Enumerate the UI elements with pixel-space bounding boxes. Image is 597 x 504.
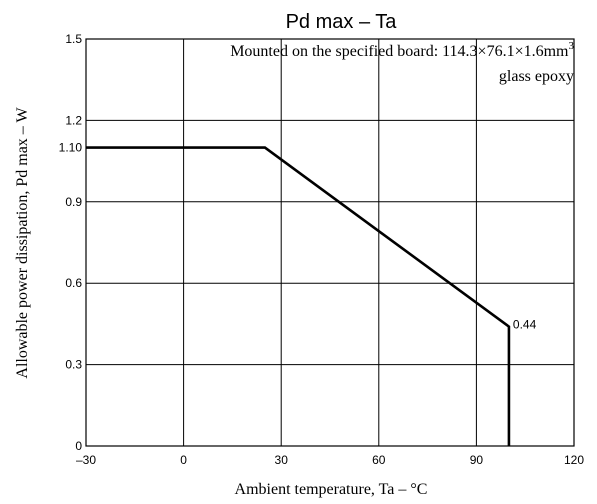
x-tick-label: 90: [470, 453, 484, 467]
y-tick-label: 0: [75, 439, 82, 453]
x-tick-label: 0: [180, 453, 187, 467]
grid-lines: [86, 39, 574, 446]
x-tick-label: 120: [564, 453, 584, 467]
y-tick-label: 0.9: [65, 195, 82, 209]
series-layer: 0.44: [86, 146, 537, 446]
x-tick-label: 60: [372, 453, 386, 467]
y-axis-label: Allowable power dissipation, Pd max – W: [14, 106, 31, 378]
data-label: 0.44: [513, 318, 537, 332]
annotation-line-1-text: Mounted on the specified board: 114.3×76…: [230, 43, 569, 60]
plot-frame: [85, 38, 575, 447]
y-tick-label: 1.2: [65, 113, 82, 127]
y-tick-label: 1.5: [65, 32, 82, 46]
y-tick-label-extra: 1.10: [59, 141, 83, 155]
x-axis-label: Ambient temperature, Ta – °C: [235, 481, 428, 498]
chart-title: Pd max – Ta: [286, 11, 398, 33]
y-tick-label: 0.3: [65, 358, 82, 372]
pd-derating-curve: [86, 146, 511, 446]
annotation-superscript: 3: [569, 40, 575, 52]
annotation-line-1: Mounted on the specified board: 114.3×76…: [230, 40, 574, 60]
board-annotation: Mounted on the specified board: 114.3×76…: [230, 40, 574, 85]
annotation-line-2: glass epoxy: [499, 68, 574, 85]
x-tick-label: 30: [275, 453, 289, 467]
x-tick-label: –30: [76, 453, 96, 467]
y-tick-label: 0.6: [65, 276, 82, 290]
